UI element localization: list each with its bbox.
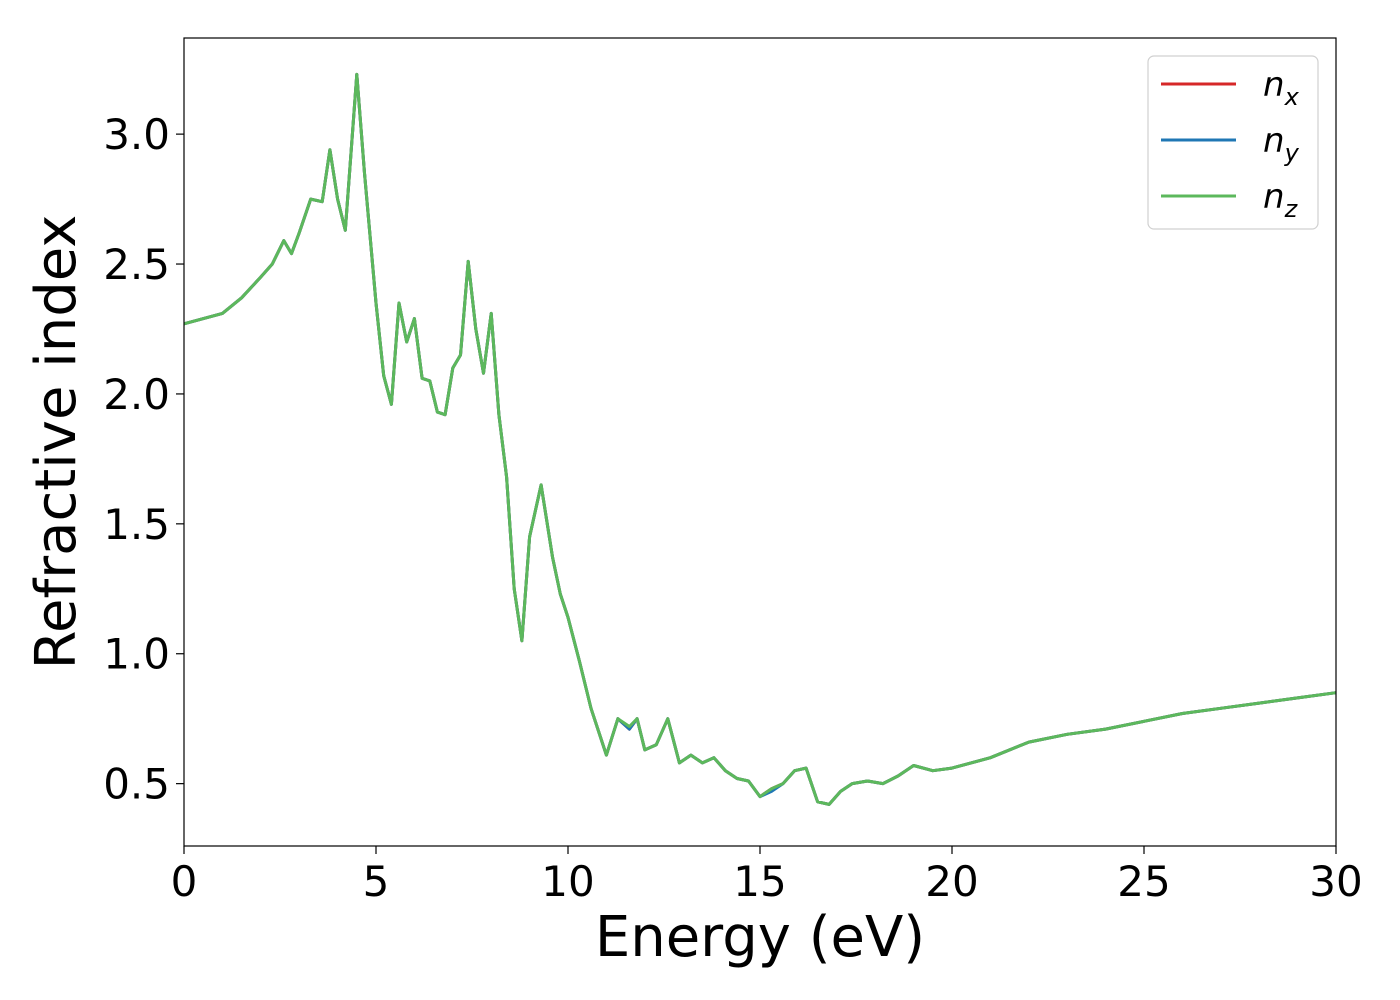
y-tick-label: 2.5 bbox=[103, 240, 170, 289]
legend-label-x: nx bbox=[1263, 65, 1300, 111]
series-layer bbox=[183, 72, 1337, 806]
y-tick-label: 1.5 bbox=[103, 500, 170, 549]
legend-label-z: nz bbox=[1263, 177, 1299, 223]
x-tick-label: 15 bbox=[733, 857, 786, 906]
legend-label-y: ny bbox=[1263, 121, 1300, 167]
x-axis-ticks: 0 5 10 15 20 25 30 bbox=[171, 846, 1363, 906]
y-tick-label: 2.0 bbox=[103, 370, 170, 419]
x-tick-label: 5 bbox=[363, 857, 390, 906]
y-axis-title: Refractive index bbox=[24, 215, 89, 670]
x-tick-label: 20 bbox=[925, 857, 978, 906]
x-axis-title: Energy (eV) bbox=[595, 905, 925, 970]
series-line-z bbox=[183, 72, 1337, 806]
x-tick-label: 10 bbox=[541, 857, 594, 906]
legend: nx ny nz bbox=[1147, 55, 1319, 230]
x-tick-label: 0 bbox=[171, 857, 198, 906]
y-tick-label: 1.0 bbox=[103, 630, 170, 679]
y-tick-label: 3.0 bbox=[103, 110, 170, 159]
y-tick-label: 0.5 bbox=[103, 760, 170, 809]
x-tick-label: 30 bbox=[1309, 857, 1362, 906]
y-axis-ticks: 0.5 1.0 1.5 2.0 2.5 3.0 bbox=[103, 110, 184, 809]
legend-box bbox=[1147, 55, 1319, 230]
x-tick-label: 25 bbox=[1117, 857, 1170, 906]
